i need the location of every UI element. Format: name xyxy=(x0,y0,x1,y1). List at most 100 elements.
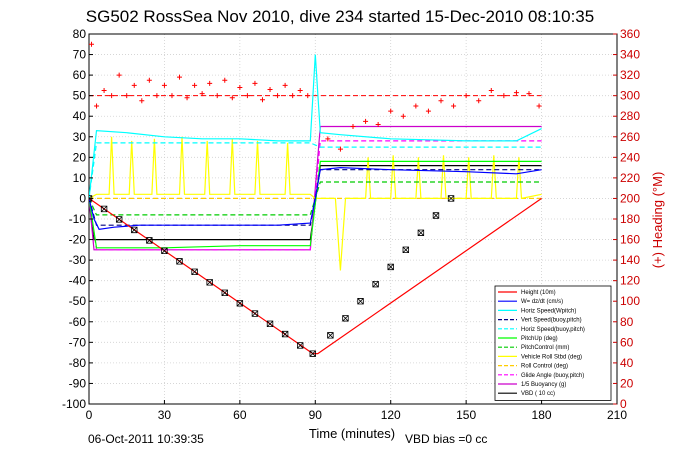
footer-timestamp: 06-Oct-2011 10:39:35 xyxy=(88,432,204,446)
series-line xyxy=(89,136,542,271)
y-tick-label: -20 xyxy=(69,233,87,247)
heading-point xyxy=(154,93,160,99)
heading-point xyxy=(488,88,494,94)
legend-label: VBD ( 10 cc) xyxy=(521,391,555,397)
legend-label: Height (10m) xyxy=(521,290,556,296)
heading-point xyxy=(267,87,273,92)
series-line xyxy=(89,140,542,251)
heading-point xyxy=(275,93,281,99)
heading-point xyxy=(282,82,288,88)
legend-label: PitchUp (deg) xyxy=(521,336,558,342)
y2-tick-label: 340 xyxy=(620,48,640,62)
legend-label: Roll Control (deg) xyxy=(521,364,568,370)
series-line xyxy=(89,165,542,241)
depth-marker xyxy=(266,320,274,328)
depth-marker xyxy=(417,229,425,236)
heading-point xyxy=(94,103,100,109)
y2-tick-label: 100 xyxy=(620,294,640,308)
y-tick-label: 0 xyxy=(79,191,86,205)
plot-area xyxy=(89,41,542,357)
depth-marker xyxy=(327,332,334,339)
y-tick-label: 20 xyxy=(73,150,87,164)
y-tick-label: -90 xyxy=(69,376,87,390)
heading-point xyxy=(199,91,205,97)
legend-label: Glide Angle (buoy,pitch) xyxy=(521,373,584,379)
heading-point xyxy=(363,118,369,124)
x-axis-label: Time (minutes) xyxy=(309,426,395,441)
heading-point xyxy=(413,103,419,109)
depth-marker xyxy=(221,289,228,296)
y2-tick-label: 0 xyxy=(620,397,627,411)
series-line xyxy=(89,160,542,249)
y2-tick-label: 120 xyxy=(620,274,640,288)
heading-point xyxy=(109,93,115,99)
y-tick-label: 70 xyxy=(73,48,87,62)
x-tick-label: 60 xyxy=(233,408,247,422)
y-tick-label: 80 xyxy=(73,27,87,41)
y2-tick-label: 220 xyxy=(620,171,640,185)
depth-marker xyxy=(432,212,440,219)
heading-point xyxy=(214,93,220,99)
depth-marker xyxy=(115,216,123,223)
x-tick-label: 30 xyxy=(158,408,172,422)
heading-point xyxy=(169,93,175,99)
chart-title: SG502 RossSea Nov 2010, dive 234 started… xyxy=(86,7,594,26)
series-line xyxy=(89,142,542,199)
y2-tick-label: 60 xyxy=(620,335,634,349)
y-tick-label: -40 xyxy=(69,274,87,288)
series-line xyxy=(89,166,542,230)
legend-label: Vert Speed(buoy,pitch) xyxy=(521,318,582,324)
legend: Height (10m) W= dz/dt (cm/s) Horiz Speed(W… xyxy=(494,285,612,401)
depth-marker xyxy=(342,315,349,322)
heading-point xyxy=(124,93,130,99)
heading-point xyxy=(222,77,228,83)
heading-point xyxy=(259,97,265,103)
heading-point xyxy=(229,95,235,101)
depth-marker xyxy=(131,226,138,234)
heading-point xyxy=(116,72,122,78)
y2-tick-label: 320 xyxy=(620,68,640,82)
legend-label: Horiz Speed(buoy,pitch) xyxy=(521,327,585,333)
y-tick-label: -60 xyxy=(69,315,87,329)
depth-marker xyxy=(402,246,409,254)
y2-tick-label: 80 xyxy=(620,315,634,329)
heading-point xyxy=(350,124,356,129)
series-line xyxy=(89,181,542,216)
y-tick-label: 40 xyxy=(73,109,87,123)
heading-point xyxy=(207,80,213,86)
depth-marker xyxy=(100,205,108,213)
depth-marker xyxy=(161,247,168,255)
heading-point xyxy=(161,82,167,88)
heading-point xyxy=(184,95,190,101)
y2-tick-label: 180 xyxy=(620,212,640,226)
heading-point xyxy=(513,90,519,96)
x-tick-label: 0 xyxy=(86,408,93,422)
heading-point xyxy=(177,74,183,80)
depth-marker xyxy=(281,330,289,338)
footer-vbd-bias: VBD bias =0 cc xyxy=(405,432,487,446)
depth-marker xyxy=(309,350,316,357)
depth-marker xyxy=(206,279,213,286)
y-tick-label: 50 xyxy=(73,89,87,103)
depth-marker xyxy=(236,300,244,307)
y2-tick-label: 280 xyxy=(620,109,640,123)
y2-tick-label: 140 xyxy=(620,253,640,267)
heading-point xyxy=(252,80,258,86)
depth-marker xyxy=(89,195,93,202)
legend-label: Horiz Speed(Wpitch) xyxy=(521,308,576,314)
depth-marker xyxy=(372,280,379,288)
depth-marker xyxy=(357,298,364,305)
heading-point xyxy=(297,88,303,94)
heading-point xyxy=(290,93,296,99)
heading-point xyxy=(526,91,532,97)
y-tick-label: -100 xyxy=(62,397,86,411)
x-tick-label: 150 xyxy=(456,408,476,422)
y2-tick-label: 360 xyxy=(620,27,640,41)
heading-point xyxy=(237,84,243,90)
depth-marker xyxy=(447,195,455,202)
depth-marker xyxy=(176,258,183,265)
depth-marker xyxy=(251,310,259,317)
heading-point xyxy=(425,108,431,114)
y2-tick-label: 240 xyxy=(620,150,640,164)
y-tick-label: 10 xyxy=(73,171,87,185)
